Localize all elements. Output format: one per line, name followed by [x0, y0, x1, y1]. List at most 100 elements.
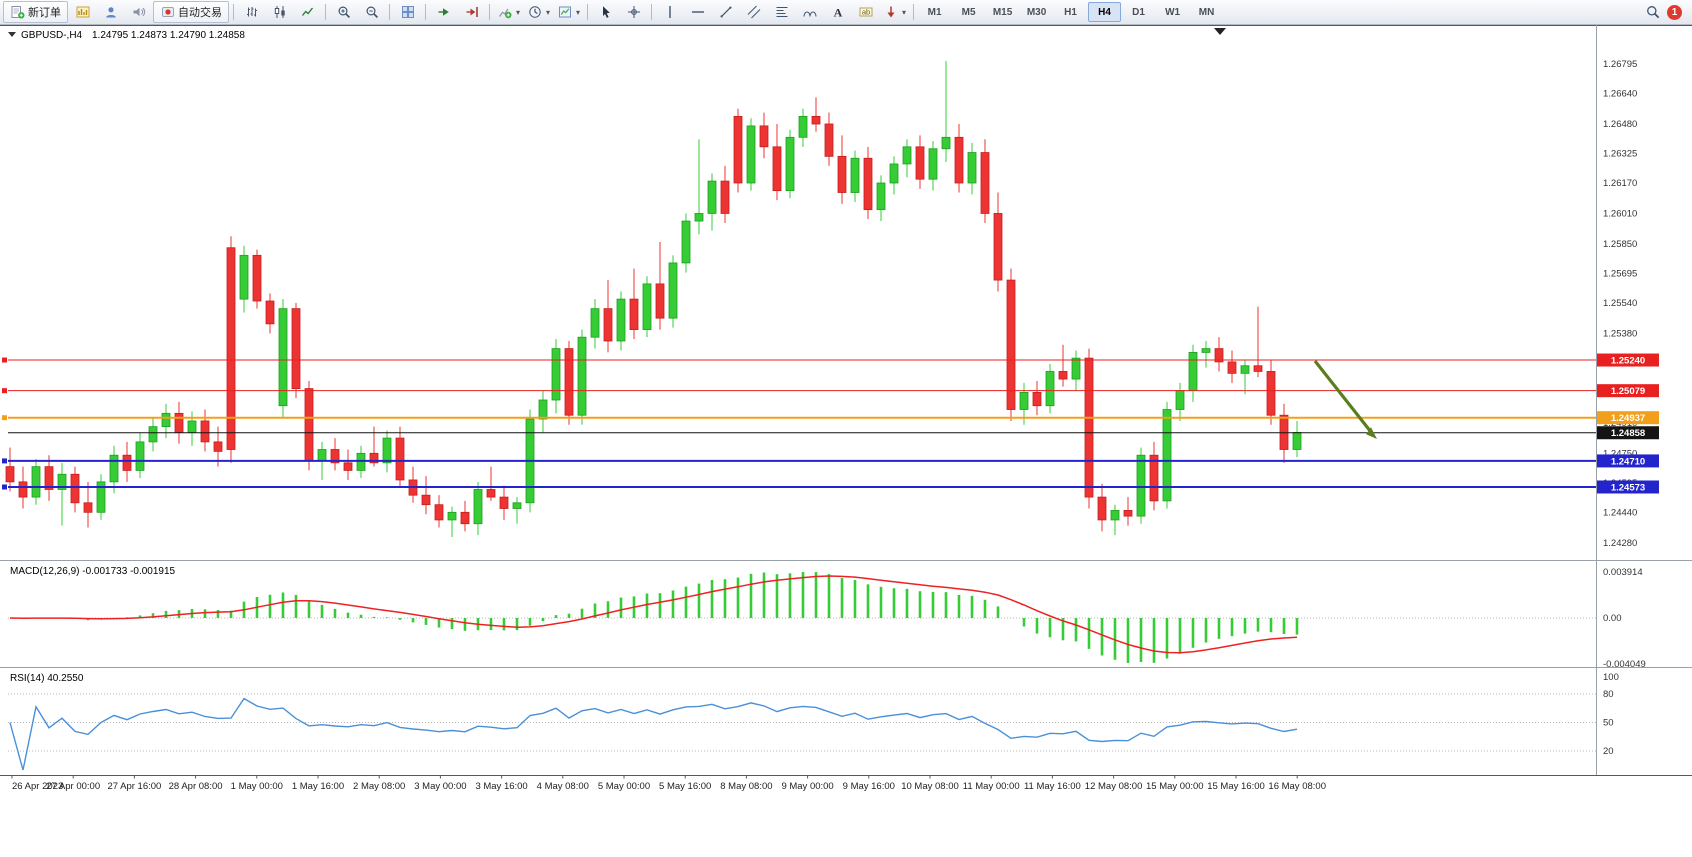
vertical-line-button[interactable] — [656, 1, 683, 23]
candlestick — [31, 459, 41, 505]
price-badge-label: 1.25240 — [1611, 355, 1645, 366]
candlestick — [902, 139, 912, 178]
time-axis-label: 3 May 16:00 — [475, 781, 527, 792]
candlestick — [421, 476, 431, 515]
price-badge — [1597, 454, 1659, 468]
text-button[interactable]: A — [824, 1, 851, 23]
timeframe-m30[interactable]: M30 — [1026, 6, 1047, 18]
candlestick — [1240, 360, 1250, 395]
profile-button[interactable] — [97, 1, 124, 23]
charts-list-button[interactable] — [69, 1, 96, 23]
auto-scroll-button[interactable] — [430, 1, 457, 23]
level-lines — [2, 357, 1596, 490]
candlestick — [967, 143, 977, 195]
candlestick — [395, 426, 405, 488]
line-anchor[interactable] — [2, 458, 7, 464]
timeframe-mn[interactable]: MN — [1198, 6, 1215, 18]
annotation-arrow[interactable] — [1313, 360, 1377, 439]
line-anchor[interactable] — [2, 415, 7, 421]
gbpusd-chart[interactable]: 1.26795 1.26640 1.26480 1.26325 1.26170 1.260… — [0, 25, 1692, 857]
trendline-button[interactable] — [712, 1, 739, 23]
chevron-down-icon: ▾ — [516, 7, 521, 17]
equidistant-channel-button[interactable] — [740, 1, 767, 23]
tile-icon — [400, 5, 415, 20]
candlestick — [1110, 504, 1120, 536]
indicators-icon — [497, 5, 512, 20]
macd-axis-label: 0.003914 — [1603, 567, 1643, 578]
chart-region: 1.26795 1.26640 1.26480 1.26325 1.26170 1.260… — [0, 25, 1692, 857]
zoom-out-button[interactable] — [358, 1, 385, 23]
horizontal-line-button[interactable] — [684, 1, 711, 23]
horizontal-line-icon — [690, 5, 705, 20]
candlestick — [915, 135, 925, 189]
chart-shift-marker[interactable] — [1214, 28, 1226, 35]
indicators-button[interactable]: ▾ — [494, 1, 523, 23]
arrows-button[interactable]: ▾ — [880, 1, 909, 23]
periods-button[interactable]: ▾ — [524, 1, 553, 23]
time-axis-label: 27 Apr 00:00 — [46, 781, 100, 792]
tile-windows-button[interactable] — [394, 1, 421, 23]
timeframe-h1[interactable]: H1 — [1064, 6, 1077, 18]
ohlc-values: 1.24795 1.24873 1.24790 1.24858 — [92, 30, 245, 41]
chart-shift-button[interactable] — [458, 1, 485, 23]
price-axis-label: 1.26480 — [1603, 119, 1637, 130]
candlestick — [83, 481, 93, 528]
candlestick — [668, 255, 678, 328]
vertical-line-icon — [662, 5, 677, 20]
notification-badge[interactable]: 1 — [1667, 4, 1682, 20]
fibonacci-button[interactable] — [768, 1, 795, 23]
text-label-button[interactable]: ab — [852, 1, 879, 23]
candlestick — [1149, 441, 1159, 511]
candlestick — [486, 466, 496, 501]
new-order-button-label: 新订单 — [28, 7, 61, 19]
candlestick-chart-button[interactable] — [266, 1, 293, 23]
new-order-button[interactable]: 新订单 — [3, 1, 68, 23]
timeframe-m5[interactable]: M5 — [961, 6, 976, 18]
timeframe-h4[interactable]: H4 — [1088, 2, 1122, 22]
cursor-button[interactable] — [592, 1, 619, 23]
time-axis-label: 9 May 00:00 — [781, 781, 833, 792]
toolbar-separator — [233, 4, 234, 20]
crosshair-button[interactable] — [620, 1, 647, 23]
candlestick — [96, 474, 106, 520]
cycle-lines-button[interactable] — [796, 1, 823, 23]
candlestick — [473, 481, 483, 536]
rsi-axis-label: 50 — [1603, 718, 1614, 729]
text-label-icon: ab — [858, 5, 873, 20]
fibonacci-icon — [774, 5, 789, 20]
candlestick — [655, 242, 665, 330]
candlestick — [694, 139, 704, 235]
timeframe-m1[interactable]: M1 — [927, 6, 942, 18]
candlestick — [889, 156, 899, 195]
timeframe-m15[interactable]: M15 — [992, 6, 1013, 18]
timeframe-w1[interactable]: W1 — [1165, 6, 1181, 18]
chart-background — [0, 25, 1692, 857]
time-axis-label: 16 May 08:00 — [1268, 781, 1326, 792]
macd-axis-label: -0.004049 — [1603, 659, 1646, 670]
candlestick — [226, 236, 236, 463]
auto-trading-button[interactable]: 自动交易 — [153, 1, 229, 23]
alerts-button[interactable] — [125, 1, 152, 23]
rsi-axis-label: 80 — [1603, 689, 1614, 700]
candlestick — [785, 129, 795, 199]
symbol-label: GBPUSD-,H4 — [21, 30, 83, 41]
timeframe-d1[interactable]: D1 — [1132, 6, 1145, 18]
symbol-dropdown-icon[interactable] — [8, 32, 16, 37]
price-badge — [1597, 426, 1659, 440]
line-anchor[interactable] — [2, 357, 7, 363]
templates-button[interactable]: ▾ — [554, 1, 583, 23]
zoom-in-button[interactable] — [330, 1, 357, 23]
line-anchor[interactable] — [2, 484, 7, 490]
time-axis-label: 3 May 00:00 — [414, 781, 466, 792]
zoom-in-icon — [336, 5, 351, 20]
price-badge-label: 1.24573 — [1611, 482, 1645, 493]
cycle-lines-icon — [802, 5, 817, 20]
line-anchor[interactable] — [2, 388, 7, 394]
rsi-header: RSI(14) 40.2550 — [10, 673, 84, 684]
search-icon[interactable] — [1645, 5, 1660, 20]
bar-chart-button[interactable] — [238, 1, 265, 23]
line-chart-button[interactable] — [294, 1, 321, 23]
price-axis: 1.26795 1.26640 1.26480 1.26325 1.26170 1.260… — [1603, 59, 1637, 549]
candlestick — [538, 390, 548, 433]
